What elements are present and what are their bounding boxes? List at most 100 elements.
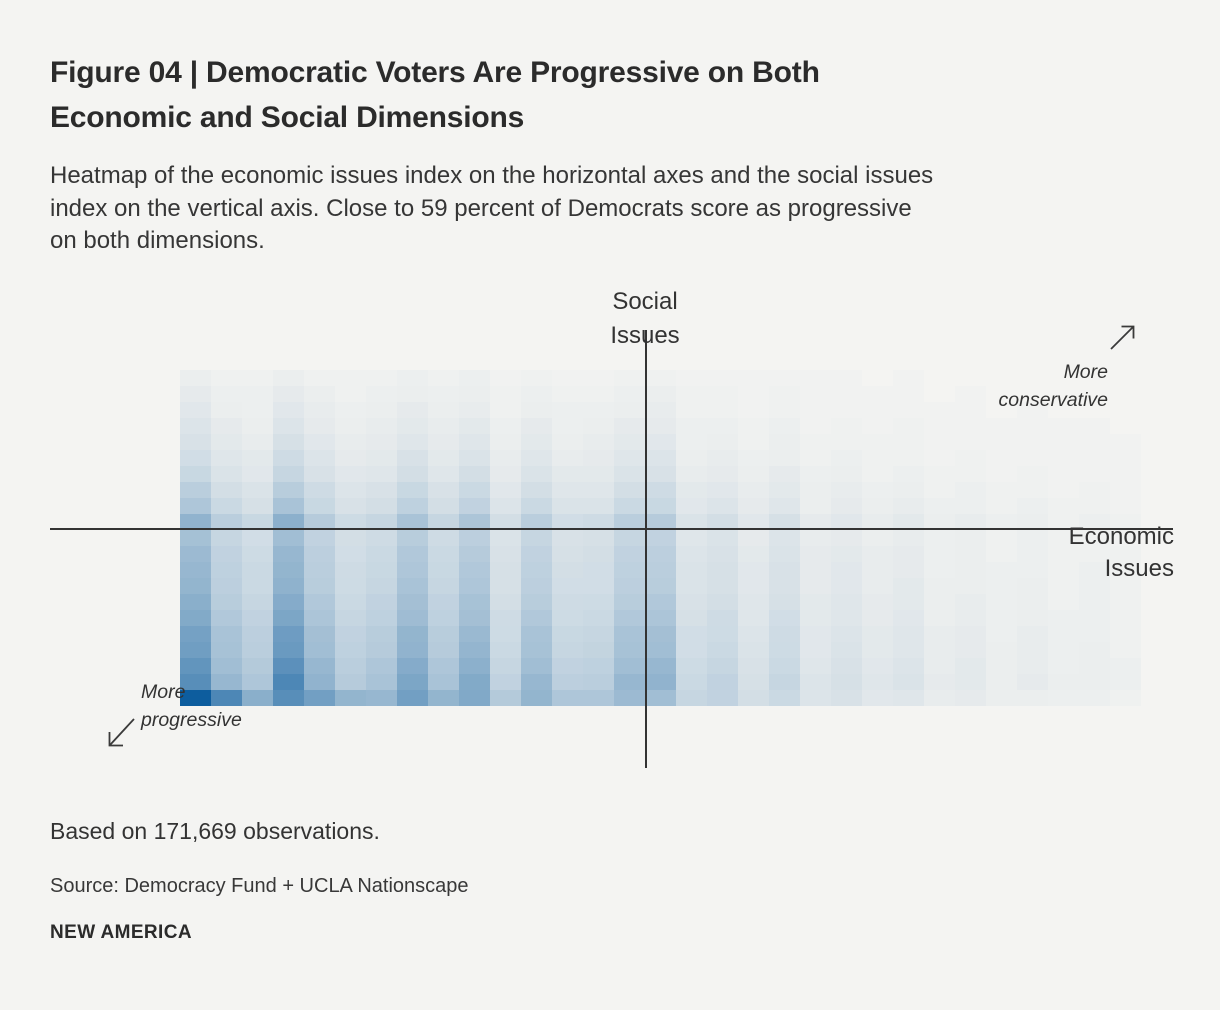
heatmap-cell [955, 466, 986, 482]
heatmap-cell [521, 562, 552, 578]
heatmap-cell [397, 402, 428, 418]
heatmap-cell [366, 466, 397, 482]
heatmap-cell [986, 450, 1017, 466]
heatmap-cell [707, 578, 738, 594]
heatmap-cell [986, 690, 1017, 706]
annotation-more-conservative: More conservative [908, 358, 1108, 414]
heatmap-cell [552, 482, 583, 498]
heatmap-cell [769, 530, 800, 546]
heatmap-cell [273, 626, 304, 642]
heatmap-cell [1110, 450, 1141, 466]
heatmap-cell [769, 546, 800, 562]
heatmap-cell [862, 434, 893, 450]
heatmap-cell [769, 498, 800, 514]
heatmap-cell [738, 594, 769, 610]
heatmap-cell [180, 690, 211, 706]
heatmap-cell [676, 402, 707, 418]
heatmap-cell [738, 370, 769, 386]
heatmap-cell [645, 466, 676, 482]
heatmap-cell [335, 370, 366, 386]
heatmap-cell [459, 434, 490, 450]
heatmap-cell [862, 690, 893, 706]
heatmap-cell [955, 514, 986, 530]
heatmap-cell [800, 610, 831, 626]
heatmap-cell [490, 386, 521, 402]
heatmap-cell [242, 514, 273, 530]
heatmap-cell [707, 434, 738, 450]
heatmap-cell [366, 674, 397, 690]
heatmap-cell [366, 450, 397, 466]
heatmap-cell [800, 658, 831, 674]
heatmap-cell [707, 370, 738, 386]
heatmap-cell [893, 546, 924, 562]
heatmap-cell [211, 530, 242, 546]
heatmap-cell [800, 578, 831, 594]
heatmap-cell [521, 594, 552, 610]
heatmap-cell [273, 594, 304, 610]
heatmap-cell [459, 450, 490, 466]
heatmap-cell [614, 658, 645, 674]
heatmap-cell [707, 450, 738, 466]
heatmap-cell [552, 450, 583, 466]
heatmap-cell [893, 434, 924, 450]
heatmap-cell [1017, 434, 1048, 450]
heatmap-cell [521, 690, 552, 706]
heatmap-cell [676, 370, 707, 386]
heatmap-cell [335, 562, 366, 578]
heatmap-cell [366, 610, 397, 626]
heatmap-cell [831, 610, 862, 626]
heatmap-cell [583, 402, 614, 418]
heatmap-cell [242, 434, 273, 450]
heatmap-cell [738, 562, 769, 578]
heatmap-cell [955, 562, 986, 578]
heatmap-cell [676, 626, 707, 642]
heatmap-cell [521, 674, 552, 690]
heatmap-cell [366, 658, 397, 674]
heatmap-cell [1048, 690, 1079, 706]
heatmap-cell [366, 386, 397, 402]
y-axis-label: Social Issues [545, 285, 745, 353]
heatmap-cell [614, 578, 645, 594]
heatmap-cell [1110, 626, 1141, 642]
heatmap-cell [242, 674, 273, 690]
heatmap-cell [955, 434, 986, 450]
heatmap-cell [924, 610, 955, 626]
heatmap-cell [242, 610, 273, 626]
annotation-more-progressive-line2: progressive [141, 709, 242, 731]
heatmap-cell [738, 530, 769, 546]
heatmap-cell [831, 642, 862, 658]
heatmap-cell [211, 674, 242, 690]
heatmap-cell [831, 690, 862, 706]
heatmap-cell [1110, 610, 1141, 626]
heatmap-cell [893, 658, 924, 674]
heatmap-cell [428, 562, 459, 578]
heatmap-cell [707, 418, 738, 434]
heatmap-cell [831, 482, 862, 498]
heatmap-cell [335, 642, 366, 658]
y-axis-label-line2: Issues [610, 322, 680, 349]
heatmap-cell [273, 562, 304, 578]
heatmap-cell [924, 530, 955, 546]
heatmap-cell [831, 626, 862, 642]
heatmap-cell [521, 578, 552, 594]
heatmap-cell [893, 530, 924, 546]
heatmap-cell [707, 626, 738, 642]
heatmap-cell [986, 642, 1017, 658]
heatmap-cell [645, 418, 676, 434]
heatmap-cell [242, 578, 273, 594]
heatmap-cell [211, 514, 242, 530]
heatmap-cell [490, 530, 521, 546]
heatmap-cell [676, 658, 707, 674]
heatmap-cell [304, 594, 335, 610]
heatmap-cell [862, 402, 893, 418]
heatmap-cell [242, 546, 273, 562]
heatmap-cell [583, 370, 614, 386]
heatmap-cell [862, 530, 893, 546]
heatmap-cell [521, 370, 552, 386]
heatmap-cell [1048, 498, 1079, 514]
heatmap-cell [986, 418, 1017, 434]
heatmap [180, 370, 1141, 706]
heatmap-cell [645, 610, 676, 626]
heatmap-cell [800, 546, 831, 562]
heatmap-cell [242, 498, 273, 514]
